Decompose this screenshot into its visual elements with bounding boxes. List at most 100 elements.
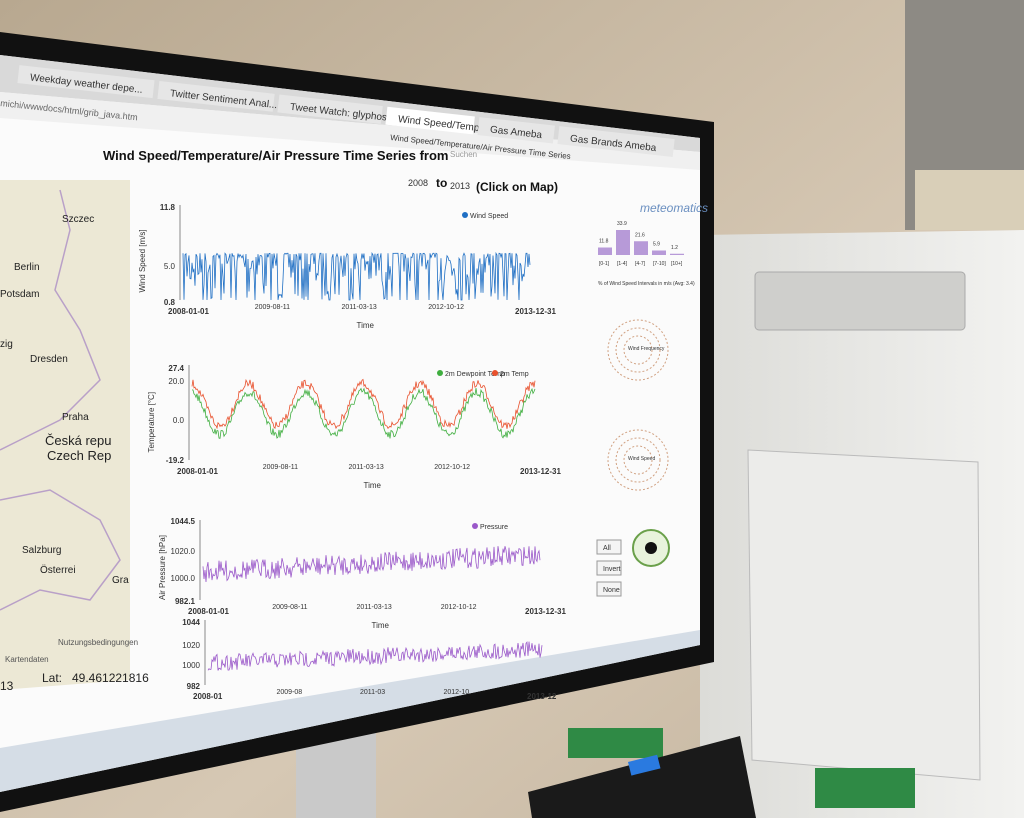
y-tick-label: 1044.5 [171, 517, 196, 526]
hist-bin: [0-1] [599, 261, 610, 267]
y-tick-label: 1020.0 [171, 547, 196, 556]
button-label[interactable]: All [603, 545, 611, 552]
legend-dot [492, 370, 498, 376]
hist-bar [634, 241, 648, 255]
legend-dot [437, 370, 443, 376]
x-tick-label: 2009-08 [277, 689, 303, 696]
x-tick-label: 2012-10-12 [441, 604, 477, 611]
screen [0, 55, 700, 792]
x-label: Time [364, 481, 382, 490]
hist-value: 33.9 [617, 221, 627, 227]
tab[interactable] [17, 65, 155, 99]
border [0, 189, 101, 451]
lat-label: Lat: [42, 671, 62, 685]
map-label: Österrei [40, 564, 76, 576]
map-label: Dresden [30, 354, 68, 365]
x-tick-label: 2008-01-01 [168, 307, 209, 316]
hist-bin: [7-10] [653, 261, 666, 267]
rose-label: Wind Frequency [628, 346, 665, 352]
button[interactable] [596, 560, 622, 576]
search: Suchen [450, 150, 477, 159]
y-tick-label: 982.1 [175, 597, 196, 606]
lon: 13 [0, 679, 14, 693]
tab[interactable] [157, 80, 275, 112]
tab[interactable] [277, 94, 383, 124]
map-label: Praha [62, 412, 89, 423]
x-tick-label: 2008-01 [193, 692, 223, 701]
legend-label: 2m Dewpoint Temp [445, 371, 505, 378]
x-tick-label: 2008-01-01 [188, 607, 229, 616]
map-label: Gra [112, 575, 129, 586]
to: to [436, 176, 447, 190]
hist-value: 21.6 [635, 232, 645, 238]
laptop [528, 736, 756, 818]
x-tick-label: 2013-12-31 [525, 607, 566, 616]
x-tick-label: 2012-10-12 [428, 304, 464, 311]
legend-label: 2m Temp [500, 371, 529, 378]
page-title: Wind Speed/Temperature/Air Pressure Time… [103, 148, 448, 163]
button-label[interactable]: None [603, 587, 620, 594]
map-label: zig [0, 339, 13, 350]
hist-value: 5.9 [653, 242, 660, 248]
tab[interactable] [557, 126, 675, 157]
x-tick-label: 2011-03-13 [342, 304, 377, 311]
green-bracket [815, 768, 915, 808]
window [915, 170, 1024, 230]
tab[interactable] [385, 106, 475, 135]
x-tick-label: 2009-08-11 [263, 464, 298, 471]
map-label: Szczec [62, 214, 94, 225]
hist-bar [652, 250, 666, 255]
rose-ring [623, 445, 653, 475]
hist-value: 11.8 [599, 239, 609, 245]
button[interactable] [596, 581, 622, 597]
x-tick-label: 2013-12-31 [520, 467, 561, 476]
y-tick-label: 1020 [182, 641, 200, 650]
x-tick-label: 2012-10 [444, 689, 470, 696]
vent [754, 271, 966, 331]
hist-bar [616, 230, 630, 255]
attribution: Kartendaten [5, 655, 49, 664]
terms: Nutzungsbedingungen [58, 638, 138, 647]
x-tick-label: 2008-01-01 [177, 467, 218, 476]
x-tick-label: 2013-12-31 [515, 307, 556, 316]
map-label: Berlin [14, 262, 40, 273]
series-line [191, 378, 536, 430]
y-tick-label: 1044 [182, 618, 200, 627]
hist-value: 1.2 [671, 245, 678, 251]
map-label: Česká repu [45, 433, 111, 448]
y-label: Air Pressure [hPa] [158, 535, 167, 600]
logo: meteomatics [640, 201, 708, 215]
legend-label: Wind Speed [470, 213, 508, 220]
lat: 49.461221816 [72, 671, 149, 685]
x-tick-label: 2012-10-12 [434, 464, 470, 471]
legend-label: Pressure [480, 524, 508, 531]
series-line [207, 641, 543, 671]
y-label: Wind Speed [m/s] [138, 229, 147, 292]
play-button[interactable] [645, 542, 657, 554]
hint: (Click on Map) [476, 180, 558, 194]
green-bracket [568, 728, 663, 758]
hist-bin: [4-7] [635, 261, 646, 267]
legend-dot [472, 523, 478, 529]
hist-bin: [10+] [671, 261, 683, 267]
rose-ring [623, 335, 653, 365]
tab[interactable] [477, 117, 555, 144]
rose-label: Wind Speed [628, 456, 655, 462]
y-tick-label: 1000.0 [171, 574, 196, 583]
x-tick-label: 2009-08-11 [272, 604, 307, 611]
x-tick-label: 2009-08-11 [255, 304, 290, 311]
hist-bar [598, 247, 612, 255]
button-label[interactable]: Invert [603, 566, 621, 573]
y-tick-label: 1000 [182, 661, 200, 670]
series-line [202, 546, 541, 583]
map-label: Potsdam [0, 289, 39, 300]
y-tick-label: 20.0 [168, 377, 184, 386]
y-tick-label: -19.2 [166, 456, 185, 465]
button[interactable] [596, 539, 622, 555]
y-tick-label: 27.4 [168, 364, 184, 373]
x-tick-label: 2011-03-13 [349, 464, 384, 471]
rose-ring [607, 319, 669, 381]
y-tick-label: 5.0 [164, 262, 176, 271]
hist-caption: % of Wind Speed Intervals in m/s (Avg: 3… [598, 281, 695, 287]
